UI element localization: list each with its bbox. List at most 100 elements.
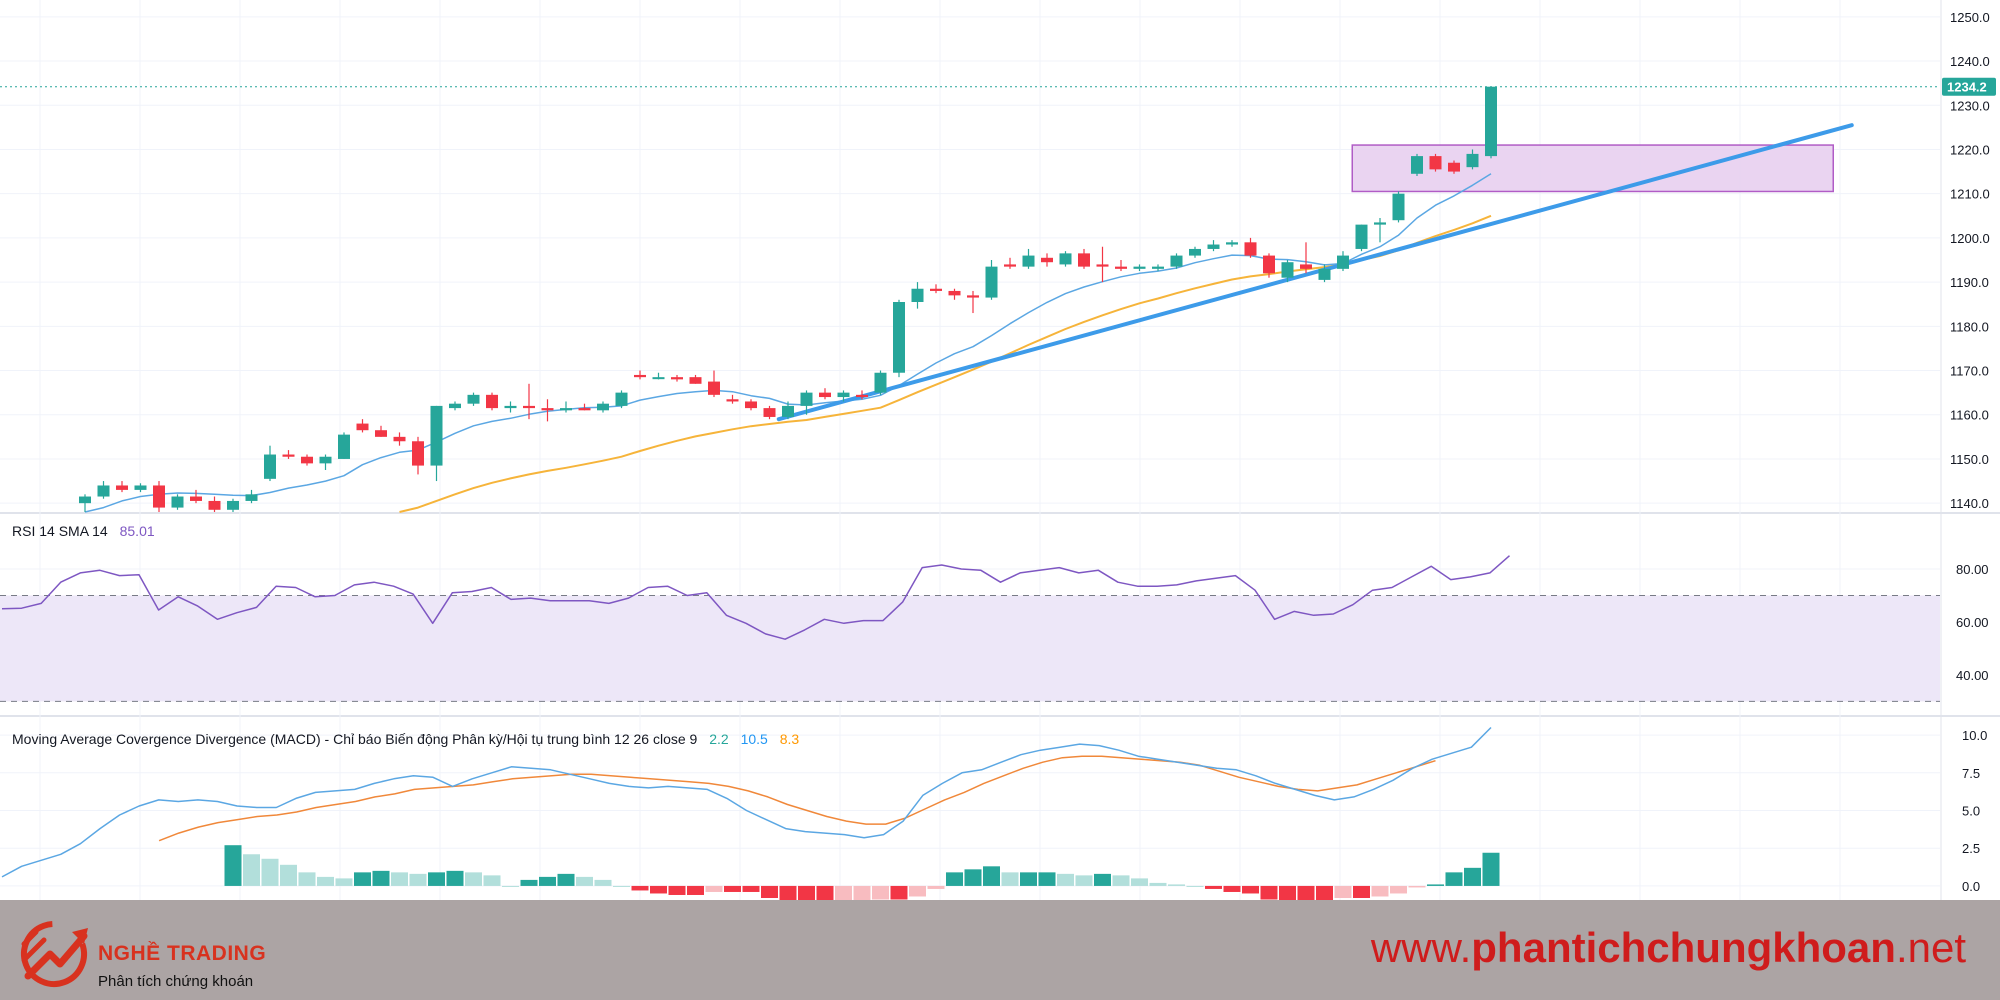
macd-histogram-bar [539, 876, 556, 886]
macd-histogram-bar [687, 885, 704, 895]
candle-body [1059, 253, 1072, 265]
price-tick-label: 1230.0 [1950, 98, 1990, 113]
candle-body [264, 454, 276, 479]
macd-histogram-bar [594, 879, 612, 886]
macd-histogram-bar [1112, 875, 1130, 886]
price-tick-label: 1150.0 [1950, 452, 1989, 467]
candle-body [301, 456, 313, 464]
rsi-tick-label: 60.00 [1956, 615, 1989, 630]
macd-histogram-bar [983, 866, 1000, 886]
macd-histogram-bar [1205, 885, 1222, 889]
candle-body [227, 500, 239, 510]
candle-body [1078, 253, 1090, 267]
macd-histogram-bar [446, 870, 464, 886]
candle-body [782, 405, 794, 417]
website-domain: phantichchungkhoan [1471, 924, 1896, 971]
macd-histogram-bar [1149, 882, 1167, 886]
candle-body [652, 377, 665, 380]
candle-body [1466, 153, 1479, 168]
price-tick-label: 1160.0 [1950, 408, 1989, 423]
price-tick-label: 1210.0 [1950, 187, 1990, 202]
price-axis[interactable]: 1140.0 1150.0 1160.0 1170.0 1180.0 1190.0 1200… [1942, 10, 1996, 894]
macd-histogram-bar [335, 878, 353, 886]
candle-body [1281, 262, 1294, 278]
macd-pane[interactable] [1, 726, 1500, 911]
website-prefix: www. [1370, 924, 1472, 971]
macd-histogram-bar [1371, 885, 1389, 897]
candle-body [1244, 242, 1257, 256]
candle-body [985, 266, 998, 298]
macd-histogram-bar [224, 845, 242, 886]
candle-body [634, 374, 646, 378]
macd-histogram-bar [1223, 885, 1241, 892]
macd-histogram-bar [668, 885, 686, 895]
candle-body [930, 288, 942, 291]
macd-histogram-bar [1186, 885, 1204, 887]
candle-body [1096, 264, 1109, 267]
macd-histogram-bar [280, 864, 297, 886]
candle-body [208, 500, 221, 510]
website-suffix: .net [1895, 924, 1966, 971]
candle-body [560, 408, 572, 411]
macd-tick-label: 0.0 [1962, 879, 1980, 894]
candle-body [504, 405, 517, 409]
candle-body [282, 454, 295, 457]
price-pane[interactable] [0, 86, 1940, 513]
candle-body [1263, 255, 1275, 274]
macd-legend-histogram-value: 2.2 [709, 731, 729, 747]
macd-histogram-bar [650, 885, 667, 894]
macd-histogram-bar [1075, 875, 1093, 886]
macd-legend[interactable]: Moving Average Covergence Divergence (MA… [12, 731, 799, 747]
candle-body [1115, 266, 1127, 269]
candle-body [671, 377, 683, 380]
price-tick-label: 1180.0 [1950, 319, 1989, 334]
candle-body [393, 436, 406, 442]
candle-body [615, 392, 628, 406]
candle-body [1207, 244, 1220, 249]
macd-histogram-bar [1353, 885, 1370, 898]
macd-histogram-bar [1427, 884, 1444, 886]
macd-histogram-bar [946, 872, 963, 886]
candle-body [856, 394, 868, 398]
macd-legend-title: Moving Average Covergence Divergence (MA… [12, 731, 698, 747]
macd-histogram-bar [724, 885, 741, 892]
macd-histogram-bar [372, 870, 390, 886]
candle-body [171, 496, 184, 508]
price-tick-label: 1170.0 [1950, 364, 1989, 379]
candle-body [356, 423, 369, 431]
macd-histogram-bar [872, 885, 889, 900]
candle-body [467, 394, 480, 404]
website-link[interactable]: www.phantichchungkhoan.net [1371, 924, 1966, 972]
candle-body [1170, 255, 1183, 267]
brand-name: NGHỀ TRADING [98, 942, 267, 965]
rsi-pane[interactable] [0, 555, 1940, 702]
candle-body [745, 401, 757, 409]
macd-histogram-bar [761, 885, 778, 898]
macd-histogram-bar [1260, 885, 1278, 900]
macd-histogram-bar [613, 885, 630, 887]
candle-body [800, 392, 813, 406]
candle-body [1429, 156, 1442, 170]
macd-histogram-bar [409, 873, 427, 886]
rsi-legend-value: 85.01 [119, 523, 155, 539]
macd-histogram-bar [391, 872, 408, 886]
macd-histogram-bar [1408, 885, 1426, 888]
macd-histogram-bar [1334, 885, 1352, 898]
macd-histogram-bar [428, 872, 445, 886]
macd-tick-label: 7.5 [1962, 766, 1980, 781]
price-tick-label: 1140.0 [1950, 496, 1989, 511]
candle-body [578, 408, 591, 411]
candle-body [375, 430, 387, 437]
macd-histogram-bar [1020, 872, 1037, 886]
rsi-legend[interactable]: RSI 14 SMA 14 85.01 [12, 523, 155, 539]
ma-fast-line [84, 173, 1492, 513]
resistance-zone [1351, 144, 1834, 193]
candle-body [708, 381, 720, 395]
macd-histogram-bar [1242, 885, 1259, 894]
candle-body [541, 408, 554, 411]
candle-body [763, 408, 776, 417]
candle-body [1392, 193, 1405, 221]
candle-body [837, 392, 850, 398]
macd-histogram-bar [927, 885, 945, 889]
